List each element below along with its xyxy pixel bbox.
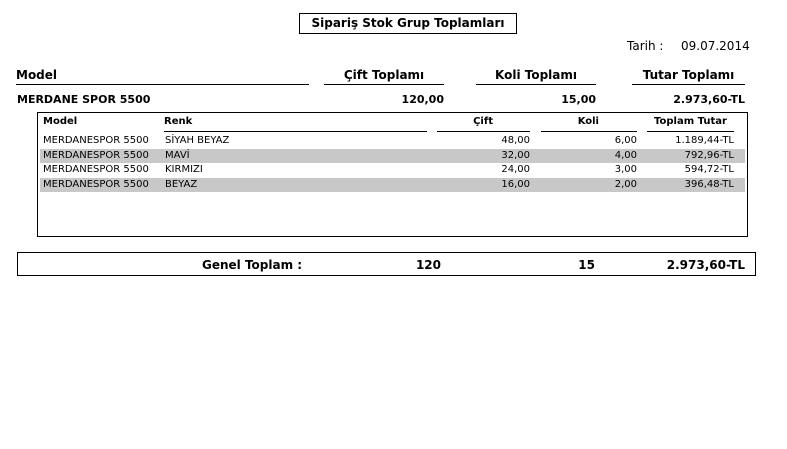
grand-total-cift: 120 [415, 258, 441, 272]
detail-box [37, 112, 748, 237]
group-koli: 15,00 [561, 93, 596, 106]
row-cift: 48,00 [501, 135, 530, 146]
row-cift: 16,00 [501, 179, 530, 190]
grand-total-box [17, 252, 756, 276]
row-tutar: 792,96-TL [684, 150, 734, 161]
detail-header-koli: Koli [577, 116, 599, 127]
header-model-underline [16, 84, 309, 85]
row-model: MERDANESPOR 5500 [43, 135, 149, 146]
header-koli-underline [476, 84, 596, 85]
grand-total-koli: 15 [578, 258, 595, 272]
group-model: MERDANE SPOR 5500 [17, 93, 151, 106]
group-tutar: 2.973,60-TL [673, 93, 745, 106]
header-koli-toplami: Koli Toplamı [495, 68, 577, 82]
row-renk: MAVİ [165, 150, 190, 161]
detail-header-toplam-tutar: Toplam Tutar [654, 116, 727, 127]
row-koli: 6,00 [614, 135, 637, 146]
row-renk: BEYAZ [165, 179, 198, 190]
row-model: MERDANESPOR 5500 [43, 150, 149, 161]
detail-header-model: Model [43, 116, 78, 127]
table-row: MERDANESPOR 5500 MAVİ 32,00 4,00 792,96-… [40, 149, 745, 163]
row-cift: 24,00 [501, 164, 530, 175]
grand-total-label: Genel Toplam : [202, 258, 303, 272]
header-cift-underline [324, 84, 444, 85]
date-label: Tarih : [627, 39, 664, 53]
row-tutar: 594,72-TL [684, 164, 734, 175]
row-koli: 4,00 [614, 150, 637, 161]
detail-header-tutar-underline [647, 131, 734, 132]
detail-header-renk: Renk [164, 116, 193, 127]
header-tutar-toplami: Tutar Toplamı [642, 68, 735, 82]
table-row: MERDANESPOR 5500 SİYAH BEYAZ 48,00 6,00 … [40, 134, 745, 148]
header-tutar-underline [632, 84, 745, 85]
detail-header-koli-underline [541, 131, 637, 132]
detail-header-cift: Çift [473, 116, 493, 127]
row-koli: 3,00 [614, 164, 637, 175]
detail-header-cift-underline [437, 131, 530, 132]
grand-total-tutar: 2.973,60-TL [666, 258, 745, 272]
table-row: MERDANESPOR 5500 KIRMIZI 24,00 3,00 594,… [40, 163, 745, 177]
row-model: MERDANESPOR 5500 [43, 164, 149, 175]
row-cift: 32,00 [501, 150, 530, 161]
row-tutar: 1.189,44-TL [675, 135, 734, 146]
date-value: 09.07.2014 [681, 39, 750, 53]
row-tutar: 396,48-TL [684, 179, 734, 190]
report-title: Sipariş Stok Grup Toplamları [299, 13, 517, 34]
row-renk: SİYAH BEYAZ [165, 135, 230, 146]
group-cift: 120,00 [401, 93, 444, 106]
row-model: MERDANESPOR 5500 [43, 179, 149, 190]
header-model: Model [16, 68, 58, 82]
row-koli: 2,00 [614, 179, 637, 190]
row-renk: KIRMIZI [165, 164, 203, 175]
detail-header-renk-underline [164, 131, 427, 132]
table-row: MERDANESPOR 5500 BEYAZ 16,00 2,00 396,48… [40, 178, 745, 192]
header-cift-toplami: Çift Toplamı [343, 68, 425, 82]
